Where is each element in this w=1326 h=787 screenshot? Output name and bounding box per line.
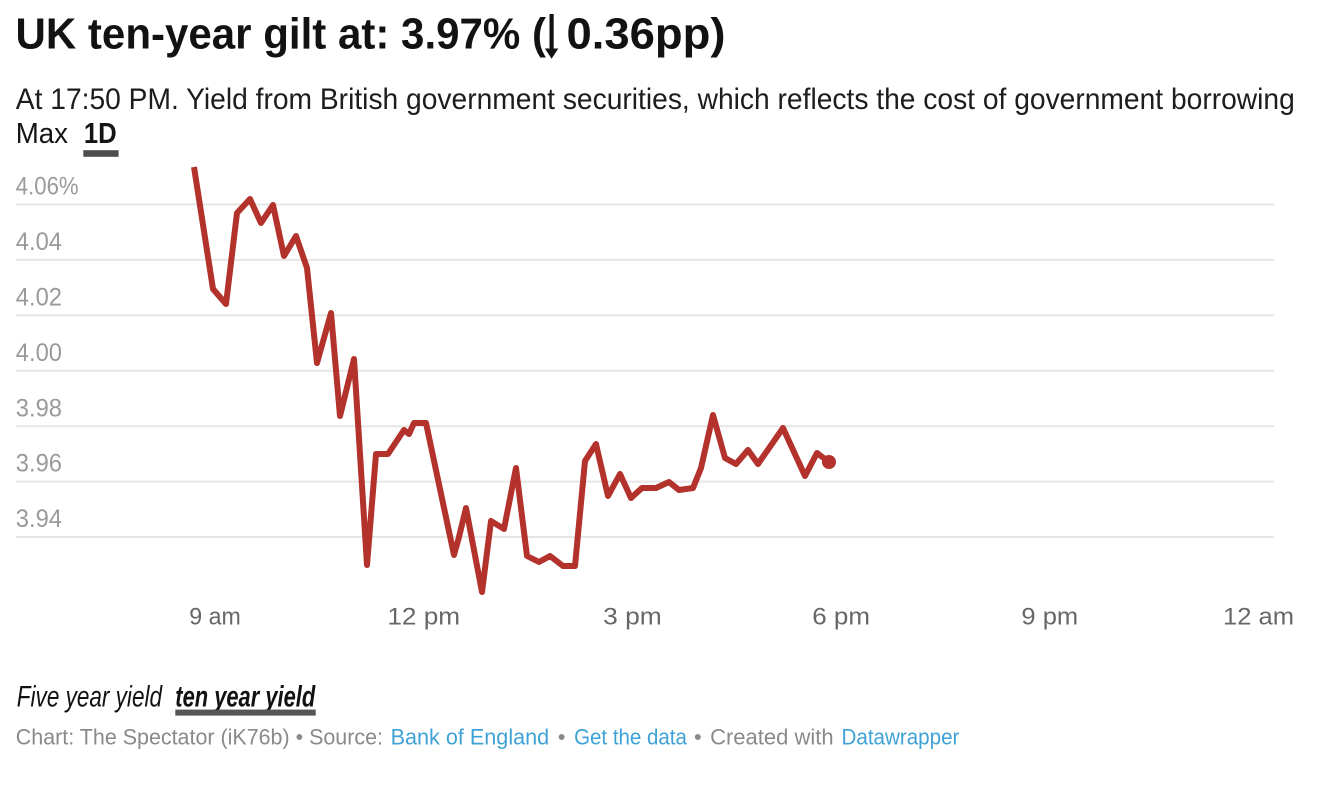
svg-text:4.04: 4.04 (16, 228, 62, 256)
svg-text:1D: 1D (84, 118, 117, 150)
svg-text:Get the data: Get the data (574, 724, 688, 749)
svg-text:12 pm: 12 pm (387, 604, 460, 631)
svg-text:Datawrapper: Datawrapper (842, 724, 960, 749)
svg-text:4.00: 4.00 (16, 339, 62, 367)
svg-text:3 pm: 3 pm (603, 604, 662, 631)
svg-text:Five year yield: Five year yield (17, 680, 163, 713)
svg-text:UK ten-year gilt at: 3.97% (: UK ten-year gilt at: 3.97% ( (16, 10, 547, 59)
svg-text:3.94: 3.94 (16, 505, 62, 533)
svg-text:•: • (558, 724, 566, 749)
svg-text:Max: Max (16, 118, 69, 150)
svg-text:3.96: 3.96 (16, 450, 62, 478)
svg-text:Bank of England: Bank of England (391, 724, 550, 749)
svg-text:3.98: 3.98 (16, 394, 62, 422)
svg-text:4.06%: 4.06% (16, 173, 79, 201)
svg-text:6 pm: 6 pm (812, 604, 870, 631)
svg-text:4.02: 4.02 (16, 283, 62, 311)
svg-text:Chart: The Spectator (iK76b) •: Chart: The Spectator (iK76b) • Source: (16, 724, 383, 749)
svg-text:•: • (694, 724, 702, 749)
svg-text:9 pm: 9 pm (1021, 604, 1078, 631)
svg-text:Created with: Created with (710, 724, 834, 749)
svg-text:9 am: 9 am (189, 604, 241, 631)
svg-text:12 am: 12 am (1223, 604, 1294, 631)
svg-text:0.36pp): 0.36pp) (567, 10, 726, 59)
svg-text:ten year yield: ten year yield (175, 680, 315, 713)
svg-text:At 17:50 PM. Yield from Britis: At 17:50 PM. Yield from British governme… (16, 83, 1295, 116)
